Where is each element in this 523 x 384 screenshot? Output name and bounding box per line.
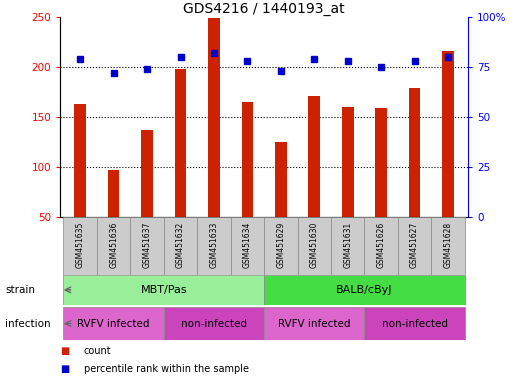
Bar bbox=[442, 51, 454, 217]
Text: GSM451628: GSM451628 bbox=[444, 222, 452, 268]
Bar bbox=[63, 307, 164, 340]
Bar bbox=[431, 217, 465, 275]
Bar bbox=[264, 275, 465, 305]
Bar bbox=[376, 108, 387, 217]
Text: GSM451626: GSM451626 bbox=[377, 222, 385, 268]
Bar bbox=[365, 307, 465, 340]
Text: GSM451636: GSM451636 bbox=[109, 222, 118, 268]
Bar bbox=[298, 217, 331, 275]
Text: BALB/cByJ: BALB/cByJ bbox=[336, 285, 393, 295]
Text: infection: infection bbox=[5, 318, 51, 329]
Bar bbox=[97, 217, 130, 275]
Bar bbox=[74, 104, 86, 217]
Bar bbox=[208, 18, 220, 217]
Text: GSM451634: GSM451634 bbox=[243, 222, 252, 268]
Text: GSM451632: GSM451632 bbox=[176, 222, 185, 268]
Title: GDS4216 / 1440193_at: GDS4216 / 1440193_at bbox=[183, 2, 345, 16]
Text: GSM451631: GSM451631 bbox=[343, 222, 352, 268]
Text: GSM451627: GSM451627 bbox=[410, 222, 419, 268]
Bar bbox=[264, 217, 298, 275]
Text: GSM451635: GSM451635 bbox=[76, 222, 85, 268]
Bar bbox=[164, 217, 197, 275]
Bar bbox=[264, 307, 365, 340]
Bar bbox=[63, 275, 264, 305]
Text: GSM451633: GSM451633 bbox=[209, 222, 219, 268]
Bar bbox=[365, 217, 398, 275]
Bar bbox=[164, 307, 264, 340]
Text: GSM451637: GSM451637 bbox=[143, 222, 152, 268]
Bar bbox=[63, 217, 97, 275]
Text: RVFV infected: RVFV infected bbox=[278, 318, 350, 329]
Text: percentile rank within the sample: percentile rank within the sample bbox=[84, 364, 248, 374]
Bar bbox=[141, 130, 153, 217]
Text: RVFV infected: RVFV infected bbox=[77, 318, 150, 329]
Bar bbox=[130, 217, 164, 275]
Text: non-infected: non-infected bbox=[181, 318, 247, 329]
Bar bbox=[242, 102, 253, 217]
Bar bbox=[175, 69, 186, 217]
Bar bbox=[108, 170, 119, 217]
Bar bbox=[409, 88, 420, 217]
Text: strain: strain bbox=[5, 285, 35, 295]
Bar bbox=[398, 217, 431, 275]
Text: non-infected: non-infected bbox=[382, 318, 448, 329]
Text: GSM451629: GSM451629 bbox=[276, 222, 286, 268]
Bar bbox=[331, 217, 365, 275]
Bar bbox=[197, 217, 231, 275]
Bar bbox=[342, 107, 354, 217]
Bar bbox=[309, 96, 320, 217]
Text: MBT/Pas: MBT/Pas bbox=[141, 285, 187, 295]
Text: ■: ■ bbox=[60, 364, 70, 374]
Bar bbox=[275, 142, 287, 217]
Text: ■: ■ bbox=[60, 346, 70, 356]
Text: count: count bbox=[84, 346, 111, 356]
Text: GSM451630: GSM451630 bbox=[310, 222, 319, 268]
Bar bbox=[231, 217, 264, 275]
